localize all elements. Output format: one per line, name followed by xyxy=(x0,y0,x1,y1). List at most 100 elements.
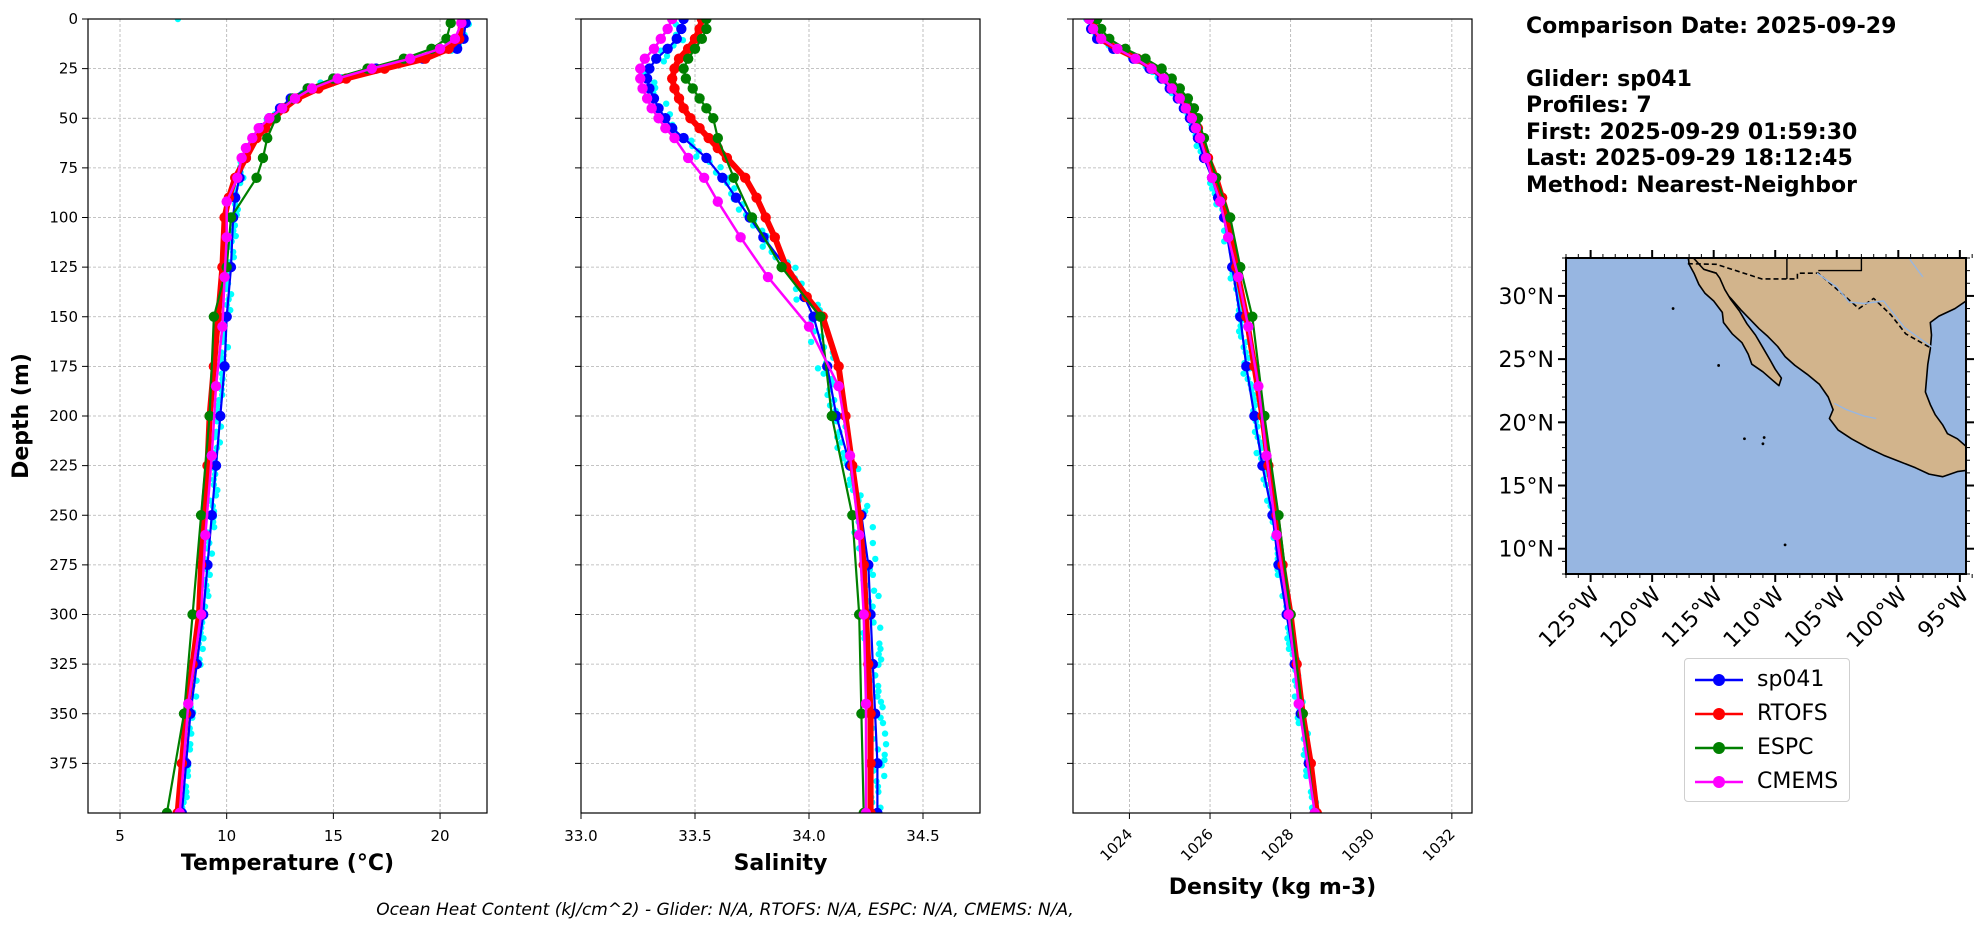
legend-item-cmems: CMEMS xyxy=(1685,765,1849,799)
point-espc xyxy=(1224,212,1236,223)
map-border-texas xyxy=(1818,258,1863,272)
y-axis-label: Depth (m) xyxy=(9,353,34,479)
point-cmems xyxy=(206,450,217,461)
point-espc xyxy=(221,261,232,273)
point-cmems xyxy=(844,450,856,461)
point-cmems xyxy=(247,132,258,144)
point-cmems xyxy=(682,152,694,164)
legend-swatch-cmems xyxy=(1695,776,1743,788)
axes-frame-2 xyxy=(580,18,981,814)
raw-point xyxy=(227,306,234,314)
point-cmems xyxy=(655,33,666,45)
point-cmems xyxy=(404,53,416,64)
point-sp041 xyxy=(662,43,673,54)
point-espc xyxy=(694,93,705,104)
point-espc xyxy=(1247,311,1258,322)
point-sp041 xyxy=(215,410,226,422)
point-sp041 xyxy=(644,63,655,74)
legend-swatch-espc xyxy=(1695,742,1743,754)
point-espc xyxy=(776,261,787,273)
point-espc xyxy=(208,311,220,322)
raw-point xyxy=(845,481,853,489)
raw-point xyxy=(820,370,827,377)
point-cmems xyxy=(1087,23,1099,35)
raw-point xyxy=(870,587,878,594)
point-cmems xyxy=(1214,196,1226,207)
map-river-brazos xyxy=(1908,258,1924,278)
point-cmems xyxy=(1146,63,1157,74)
raw-point xyxy=(875,688,882,695)
point-cmems xyxy=(833,381,844,392)
x-tick-label: 1030 xyxy=(1338,825,1378,865)
raw-point xyxy=(875,651,882,658)
point-rtofs xyxy=(694,122,705,134)
raw-point xyxy=(183,793,190,801)
plot-area-2 xyxy=(635,19,890,813)
raw-point xyxy=(1285,645,1293,653)
point-espc xyxy=(696,33,708,45)
point-cmems xyxy=(735,232,746,243)
point-cmems xyxy=(449,33,461,45)
map-island xyxy=(1762,436,1766,439)
x-tick-label: 10 xyxy=(217,827,236,845)
point-cmems xyxy=(1233,271,1244,283)
raw-point xyxy=(879,719,887,727)
point-cmems xyxy=(639,53,651,64)
raw-point xyxy=(174,19,182,23)
point-espc xyxy=(847,510,858,521)
point-cmems xyxy=(232,172,243,183)
point-espc xyxy=(856,708,867,719)
point-espc xyxy=(687,83,698,94)
raw-point xyxy=(1193,142,1200,150)
map-island xyxy=(1671,307,1675,310)
point-cmems xyxy=(1293,698,1304,710)
raw-point xyxy=(717,164,724,171)
map-lon-label: 125°W xyxy=(1534,582,1605,653)
point-espc xyxy=(701,23,712,35)
raw-point xyxy=(877,645,884,653)
raw-point xyxy=(881,730,889,737)
legend-item-rtofs: RTOFS xyxy=(1685,697,1849,731)
point-sp041 xyxy=(210,460,222,471)
y-tick-label: 100 xyxy=(49,209,78,227)
point-cmems xyxy=(637,83,648,94)
point-rtofs xyxy=(669,83,680,94)
point-cmems xyxy=(635,63,646,74)
point-cmems xyxy=(653,113,664,124)
point-rtofs xyxy=(685,113,696,124)
raw-point xyxy=(210,523,218,531)
point-espc xyxy=(225,212,237,223)
axes-frame-1 xyxy=(87,18,488,814)
x-tick-label: 15 xyxy=(324,827,343,845)
raw-point xyxy=(735,206,743,213)
point-espc xyxy=(257,152,269,164)
raw-point xyxy=(192,693,200,700)
point-sp041 xyxy=(206,510,217,521)
point-espc xyxy=(815,311,826,322)
point-cmems xyxy=(858,609,869,620)
point-cmems xyxy=(195,609,207,620)
y-tick-label: 150 xyxy=(49,308,78,326)
point-espc xyxy=(1166,73,1177,84)
point-rtofs xyxy=(678,103,689,114)
raw-point xyxy=(869,571,877,578)
point-cmems xyxy=(1194,132,1206,144)
x-axis-label: Density (kg m-3) xyxy=(1169,875,1377,900)
point-espc xyxy=(1156,63,1167,74)
map-island xyxy=(1783,543,1787,547)
point-cmems xyxy=(1083,19,1095,25)
point-sp041 xyxy=(678,132,689,144)
map-border-us-mexico xyxy=(1687,262,1931,349)
raw-point xyxy=(869,539,877,547)
point-sp041 xyxy=(1249,410,1260,422)
point-rtofs xyxy=(865,708,876,719)
y-tick-label: 375 xyxy=(49,754,78,772)
comparison-date: Comparison Date: 2025-09-29 xyxy=(1526,14,1897,39)
plot-area-1 xyxy=(161,19,473,813)
point-cmems xyxy=(289,93,301,104)
raw-point xyxy=(869,523,877,531)
map-island xyxy=(1761,442,1765,446)
profile-count: Profiles: 7 xyxy=(1526,93,1652,118)
point-sp041 xyxy=(701,152,712,164)
point-cmems xyxy=(635,73,646,84)
